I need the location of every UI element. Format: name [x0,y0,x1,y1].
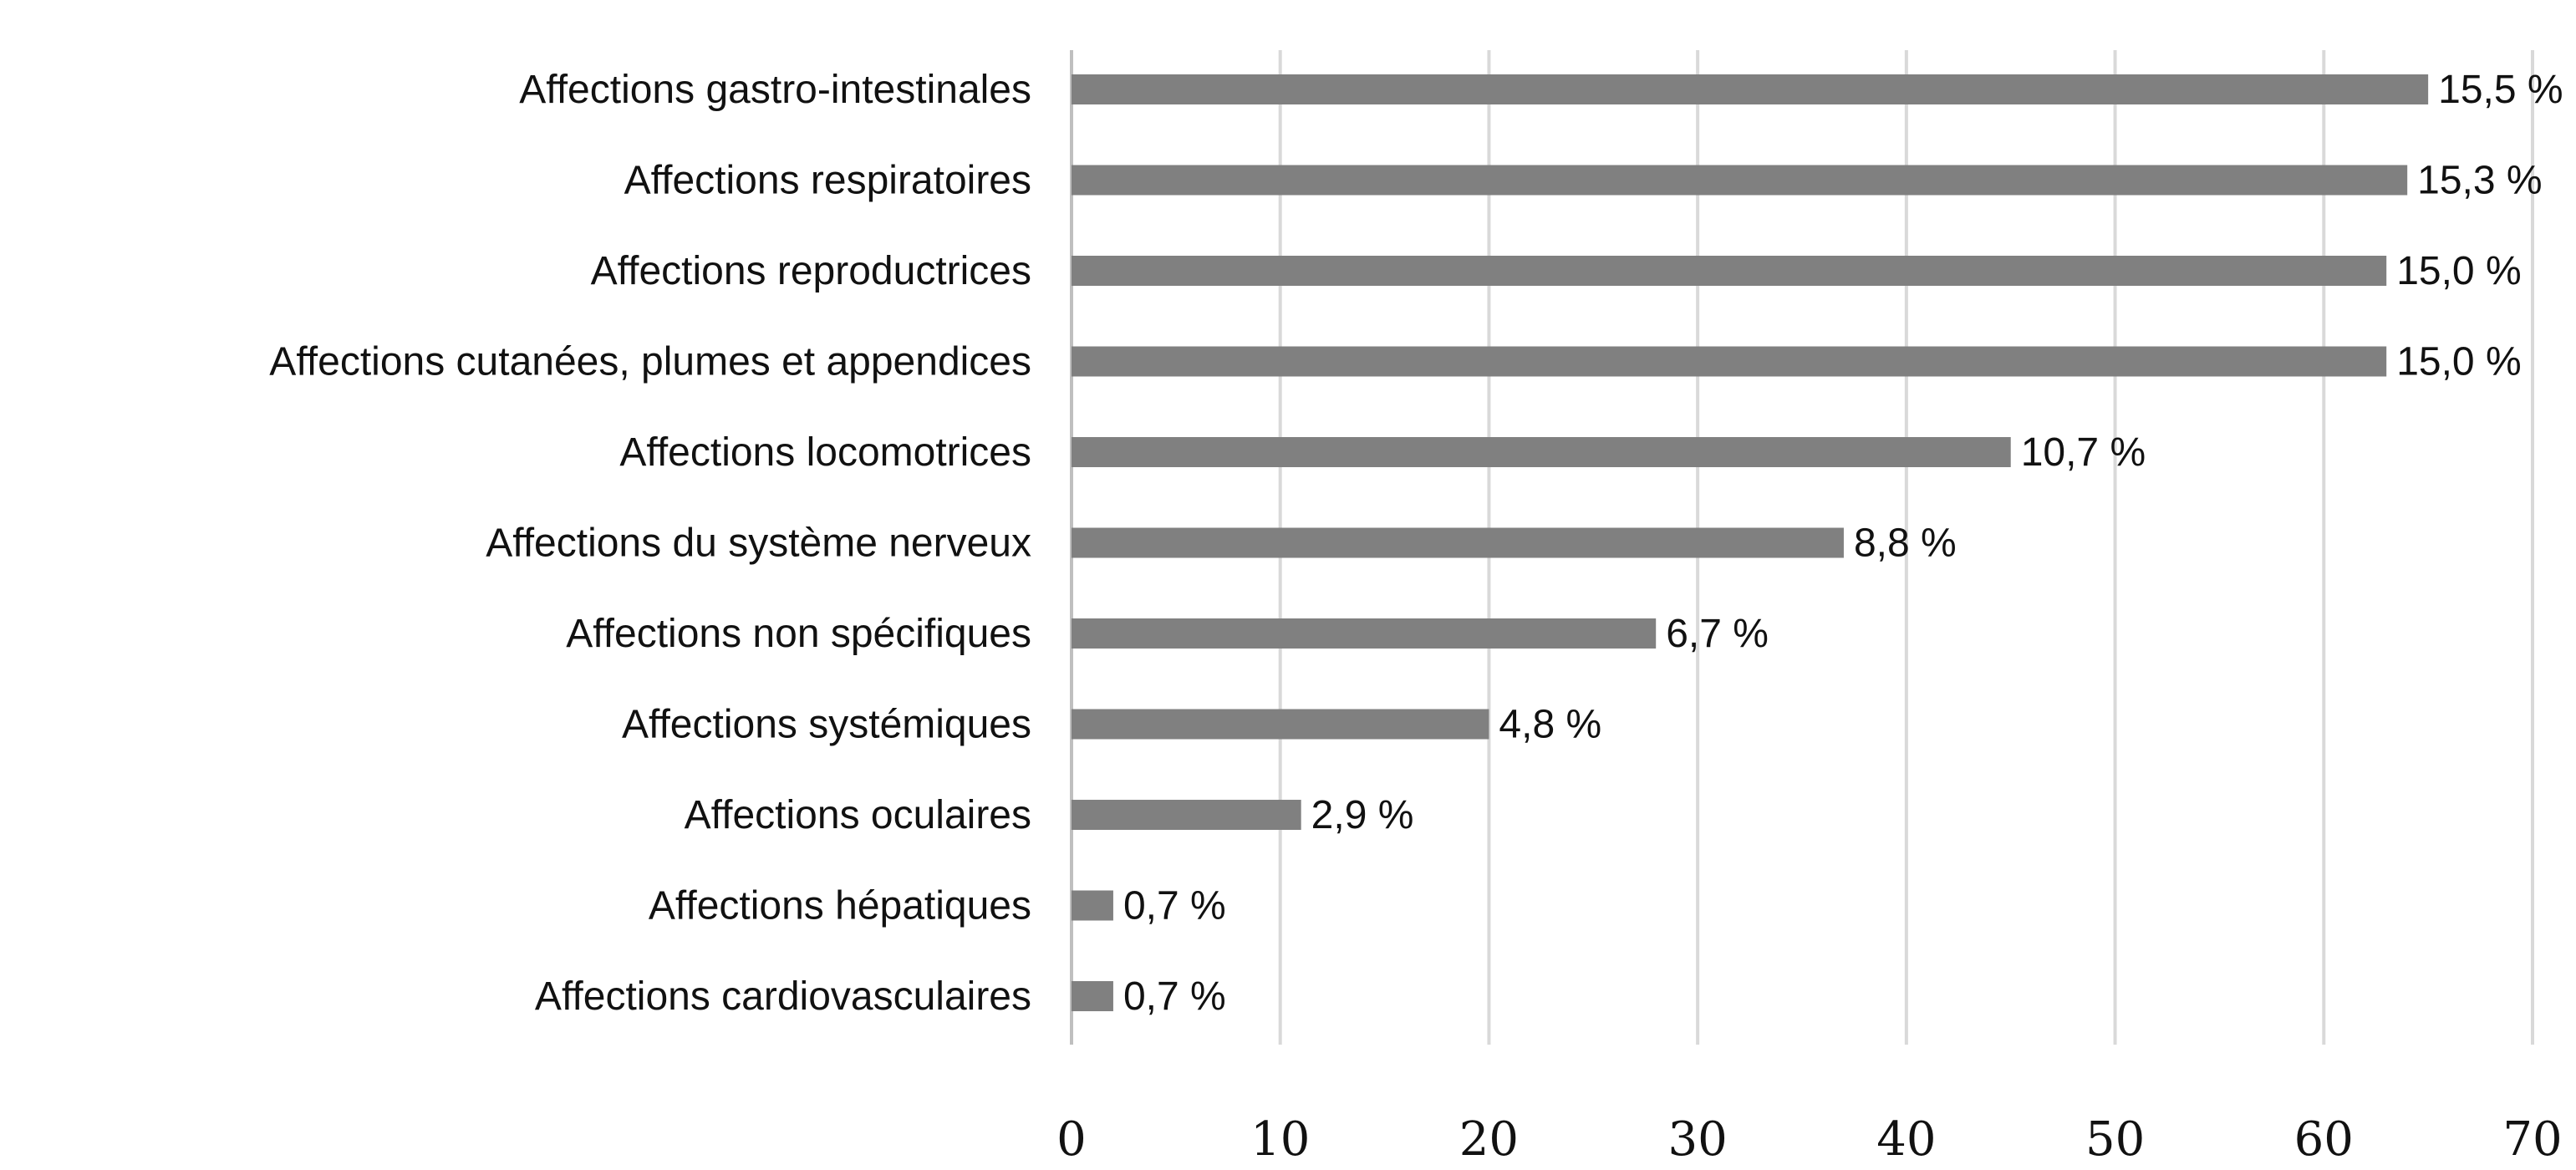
x-tick-label: 30 [1668,1112,1728,1167]
bar [1072,256,2387,286]
category-label: Affections non spécifiques [566,612,1031,656]
x-tick-label: 70 [2502,1112,2562,1167]
data-label: 15,0 % [2396,340,2521,384]
data-label: 8,8 % [1854,521,1957,566]
category-label: Affections cardiovasculaires [535,974,1031,1019]
data-label: 6,7 % [1666,612,1769,656]
bar [1072,527,1844,558]
x-tick-label: 20 [1459,1112,1519,1167]
category-label: Affections reproductrices [591,249,1031,293]
data-label: 2,9 % [1311,793,1414,837]
data-label: 15,0 % [2396,249,2521,293]
bar [1072,346,2387,377]
x-tick-label: 60 [2294,1112,2354,1167]
bars [1072,74,2429,1011]
bar [1072,800,1301,830]
bar [1072,74,2429,104]
value-labels: 15,5 % 15,3 % 15,0 % 15,0 % 10,7 % 8,8 % 6,7 %… [1123,68,2563,1019]
x-tick-label: 10 [1250,1112,1310,1167]
bar [1072,981,1113,1011]
data-label: 4,8 % [1499,703,1601,747]
x-axis-ticks: 0 10 20 30 40 50 60 70 [1056,1112,2562,1167]
x-tick-label: 40 [1876,1112,1936,1167]
x-tick-label: 0 [1056,1112,1087,1167]
category-label: Affections gastro-intestinales [519,68,1031,112]
x-tick-label: 50 [2085,1112,2145,1167]
data-label: 10,7 % [2021,430,2146,475]
data-label: 0,7 % [1123,884,1226,928]
category-label: Affections cutanées, plumes et appendice… [269,340,1031,384]
bar [1072,165,2408,196]
category-label: Affections systémiques [622,703,1031,747]
category-labels: Affections gastro-intestinales Affections… [269,68,1031,1019]
category-label: Affections respiratoires [624,159,1031,203]
bar [1072,618,1657,649]
category-label: Affections hépatiques [649,884,1031,928]
data-label: 15,3 % [2417,159,2542,203]
category-label: Affections oculaires [685,793,1031,837]
category-label: Affections du système nerveux [486,521,1031,566]
data-label: 15,5 % [2438,68,2563,112]
bar [1072,709,1489,740]
category-label: Affections locomotrices [619,430,1031,475]
data-label: 0,7 % [1123,974,1226,1019]
bar [1072,437,2011,467]
bar [1072,890,1113,921]
